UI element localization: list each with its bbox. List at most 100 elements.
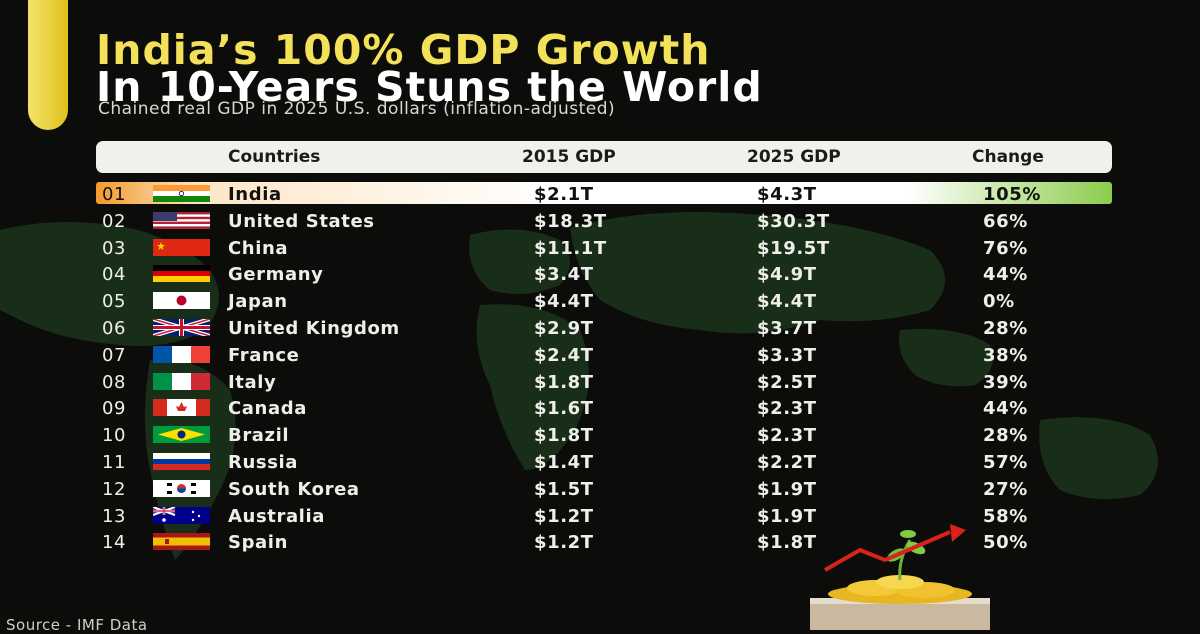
gdp-2025-value: $2.2T: [757, 452, 817, 473]
country-name: Canada: [228, 398, 307, 420]
gdp-2015-value: $3.4T: [534, 264, 594, 286]
change-percent: 105%: [983, 184, 1042, 205]
country-name: Russia: [228, 452, 299, 473]
rank-number: 01: [102, 184, 127, 205]
table-row: 13 Australia $1.2T $1.9T 58%: [96, 504, 1112, 528]
growth-illustration: [810, 524, 990, 630]
column-header-change: Change: [972, 147, 1044, 167]
table-row: 04 Germany $3.4T $4.9T 44%: [96, 262, 1112, 286]
italy-flag: [153, 372, 210, 390]
rank-number: 13: [102, 505, 127, 527]
subtitle: Chained real GDP in 2025 U.S. dollars (i…: [98, 99, 616, 119]
table-row: 14 Spain $1.2T $1.8T 50%: [96, 530, 1112, 554]
change-percent: 58%: [983, 505, 1028, 527]
gdp-2015-value: $1.4T: [534, 452, 594, 473]
title-line-1: India’s 100% GDP Growth: [96, 26, 711, 74]
change-percent: 38%: [983, 344, 1028, 366]
rank-number: 03: [102, 237, 127, 259]
spain-flag: [153, 533, 210, 551]
china-flag: [153, 238, 210, 256]
table-row: 10 Brazil $1.8T $2.3T 28%: [96, 423, 1112, 447]
gdp-2025-value: $2.3T: [757, 425, 817, 447]
change-percent: 57%: [983, 452, 1028, 473]
gdp-2015-value: $11.1T: [534, 237, 607, 259]
gdp-2025-value: $2.3T: [757, 398, 817, 420]
rank-number: 07: [102, 344, 127, 366]
gdp-2015-value: $1.8T: [534, 371, 594, 393]
gdp-2015-value: $1.8T: [534, 425, 594, 447]
rank-number: 06: [102, 318, 127, 339]
rank-number: 10: [102, 425, 127, 447]
title-line-2: In 10-Years Stuns the World: [96, 63, 763, 111]
change-percent: 66%: [983, 210, 1028, 232]
country-name: Spain: [228, 532, 288, 554]
gdp-2025-value: $4.4T: [757, 291, 817, 313]
canada-flag: [153, 399, 210, 417]
table-header: Countries 2015 GDP 2025 GDP Change: [96, 141, 1112, 173]
table-row: 07 France $2.4T $3.3T 38%: [96, 343, 1112, 367]
table-row: 12 South Korea $1.5T $1.9T 27%: [96, 477, 1112, 501]
rank-number: 14: [102, 532, 127, 554]
country-name: Germany: [228, 264, 324, 286]
column-header-2025-gdp: 2025 GDP: [747, 147, 841, 167]
source-note: Source - IMF Data: [6, 616, 148, 634]
country-name: Australia: [228, 505, 325, 527]
gdp-2025-value: $30.3T: [757, 210, 830, 232]
gdp-2025-value: $3.3T: [757, 344, 817, 366]
rank-number: 11: [102, 452, 127, 473]
table-row: 01 India $2.1T $4.3T 105%: [96, 182, 1112, 205]
column-header-2015-gdp: 2015 GDP: [522, 147, 616, 167]
gdp-2025-value: $1.9T: [757, 505, 817, 527]
japan-flag: [153, 292, 210, 310]
gdp-2025-value: $1.8T: [757, 532, 817, 554]
united-kingdom-flag: [153, 319, 210, 336]
rank-number: 08: [102, 371, 127, 393]
country-name: Japan: [228, 291, 288, 313]
germany-flag: [153, 265, 210, 283]
united-states-flag: [153, 211, 210, 229]
gdp-2015-value: $1.6T: [534, 398, 594, 420]
gdp-2015-value: $2.9T: [534, 318, 594, 339]
title-accent-bar: [28, 0, 68, 130]
gdp-2015-value: $2.4T: [534, 344, 594, 366]
rank-number: 12: [102, 478, 127, 500]
gdp-2025-value: $19.5T: [757, 237, 830, 259]
gdp-2015-value: $1.5T: [534, 478, 594, 500]
change-percent: 39%: [983, 371, 1028, 393]
country-name: India: [228, 184, 282, 205]
change-percent: 0%: [983, 291, 1015, 313]
country-name: France: [228, 344, 300, 366]
change-percent: 76%: [983, 237, 1028, 259]
change-percent: 28%: [983, 425, 1028, 447]
country-name: Brazil: [228, 425, 290, 447]
australia-flag: [153, 506, 210, 524]
gdp-2025-value: $4.9T: [757, 264, 817, 286]
gdp-2015-value: $2.1T: [534, 184, 594, 205]
rank-number: 02: [102, 210, 127, 232]
country-name: Italy: [228, 371, 277, 393]
table-row: 02 United States $18.3T $30.3T 66%: [96, 209, 1112, 233]
rank-number: 04: [102, 264, 127, 286]
india-flag: [153, 185, 210, 202]
rank-number: 09: [102, 398, 127, 420]
change-percent: 44%: [983, 398, 1028, 420]
south-korea-flag: [153, 479, 210, 497]
gdp-2015-value: $1.2T: [534, 505, 594, 527]
gdp-2025-value: $2.5T: [757, 371, 817, 393]
gdp-2025-value: $3.7T: [757, 318, 817, 339]
table-row: 03 China $11.1T $19.5T 76%: [96, 236, 1112, 260]
table-row: 08 Italy $1.8T $2.5T 39%: [96, 370, 1112, 394]
country-name: United States: [228, 210, 375, 232]
rank-number: 05: [102, 291, 127, 313]
gdp-2025-value: $4.3T: [757, 184, 817, 205]
country-name: South Korea: [228, 478, 360, 500]
column-header-countries: Countries: [228, 147, 321, 167]
change-percent: 50%: [983, 532, 1028, 554]
change-percent: 27%: [983, 478, 1028, 500]
brazil-flag: [153, 426, 210, 444]
france-flag: [153, 345, 210, 363]
country-name: United Kingdom: [228, 318, 400, 339]
table-row: 06 United Kingdom $2.9T $3.7T 28%: [96, 316, 1112, 340]
gdp-2015-value: $18.3T: [534, 210, 607, 232]
gdp-2015-value: $4.4T: [534, 291, 594, 313]
